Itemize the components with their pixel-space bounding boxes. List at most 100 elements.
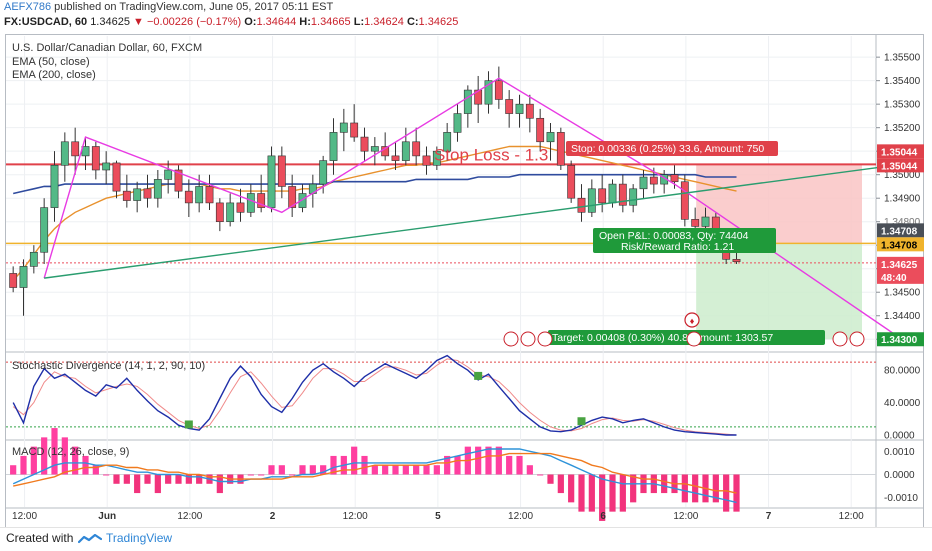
macd-histogram-bar — [144, 474, 151, 484]
target-box-bg — [548, 330, 825, 345]
stop-box-bg — [566, 141, 778, 156]
canada-flag-glyph: ♦ — [690, 316, 695, 326]
macd-histogram-bar — [113, 474, 120, 484]
macd-histogram-bar — [134, 474, 141, 494]
price-tick-label: 1.34400 — [884, 311, 921, 322]
candle-body — [618, 183, 627, 206]
entry-price-tag: 1.34708 — [881, 240, 918, 251]
macd-histogram-bar — [444, 455, 451, 475]
economic-event-flag-icon — [520, 331, 536, 347]
stop-price-tag-bg — [877, 158, 924, 173]
macd-histogram-bar — [289, 474, 296, 476]
macd-histogram-bar — [10, 465, 17, 475]
macd-signal-line — [13, 452, 737, 494]
candle-body — [567, 164, 576, 199]
rr-box-text: Risk/Reward Ratio: 1.21 — [621, 241, 734, 253]
macd-histogram-bar — [578, 474, 585, 512]
main-title: U.S. Dollar/Canadian Dollar, 60, FXCM — [12, 42, 202, 54]
economic-event-flag-icon — [849, 331, 865, 347]
macd-histogram-bar — [392, 465, 399, 475]
time-tick-label: 12:00 — [12, 511, 37, 522]
stoch-tick-label: 80.0000 — [884, 366, 921, 377]
macd-histogram-bar — [92, 465, 99, 475]
candle-body — [257, 193, 266, 208]
macd-histogram-bar — [320, 465, 327, 475]
candle-body — [174, 169, 183, 192]
candle-body — [546, 132, 555, 143]
macd-tick-label: -0.0010 — [884, 493, 918, 504]
candle-body — [629, 188, 638, 206]
macd-histogram-bar — [547, 474, 554, 484]
price-change: −0.00226 (−0.17%) — [146, 16, 242, 28]
macd-histogram-bar — [41, 437, 48, 475]
bar-countdown-tag-bg — [877, 269, 924, 284]
macd-histogram-bar — [485, 446, 492, 475]
candle-body — [133, 188, 142, 201]
candle-body — [732, 259, 741, 262]
macd-histogram-bar — [588, 474, 595, 512]
candle-body — [143, 188, 152, 199]
gridlines — [6, 36, 876, 507]
candle-body — [9, 273, 18, 288]
macd-histogram-bar — [712, 474, 719, 503]
time-tick-label: 12:00 — [343, 511, 368, 522]
candle-body — [401, 141, 410, 161]
stoch-title: Stochastic Divergence (14, 1, 2, 90, 10) — [12, 360, 205, 372]
macd-histogram-bar — [268, 465, 275, 475]
symbol-label: FX:USDCAD, 60 — [4, 16, 88, 28]
entry-grey-tag: 1.34708 — [881, 226, 918, 237]
entry-grey-tag-bg — [877, 223, 924, 238]
candle-body — [60, 141, 69, 166]
macd-histogram-bar — [175, 474, 182, 484]
candle-body — [422, 155, 431, 166]
candle-body — [691, 219, 700, 227]
macd-histogram-bar — [630, 474, 637, 503]
ema-lines — [12, 145, 737, 281]
open-value: 1.34644 — [256, 16, 297, 28]
publish-line: AEFX786 published on TradingView.com, Ju… — [4, 1, 333, 13]
time-tick-label: 5 — [435, 511, 441, 522]
created-with-label: Created with — [6, 531, 74, 545]
price-tick-label: 1.35200 — [884, 123, 921, 134]
low-value: 1.34624 — [364, 16, 404, 28]
macd-line — [12, 448, 737, 504]
macd-histogram-bar — [185, 474, 192, 484]
macd-histogram-bar — [475, 446, 482, 475]
high-label: H: — [299, 16, 311, 28]
macd-histogram-bar — [506, 455, 513, 475]
macd-histogram-bar — [599, 474, 606, 521]
candle-body — [122, 190, 131, 201]
candle-body — [680, 181, 689, 220]
macd-histogram-bar — [123, 474, 130, 484]
macd-histogram-bar — [247, 474, 254, 476]
macd-histogram-bar — [681, 474, 688, 503]
macd-histogram-bar — [361, 455, 368, 475]
candle-body — [474, 89, 483, 105]
tradingview-link[interactable]: TradingView — [106, 531, 173, 545]
divergence-marker-icon — [474, 371, 483, 380]
macd-histogram-bar — [154, 474, 161, 494]
macd-histogram-bar — [351, 446, 358, 475]
candle-body — [391, 155, 400, 161]
candle-body — [587, 188, 596, 213]
price-tick-label: 1.34500 — [884, 288, 921, 299]
candle-body — [195, 186, 204, 204]
candle-body — [701, 216, 710, 227]
macd-histogram-bar — [51, 428, 58, 475]
macd-histogram-bar — [423, 465, 430, 475]
candle-body — [164, 169, 173, 180]
candle-body — [29, 251, 38, 267]
pnl-box-text: Open P&L: 0.00083, Qty: 74404 — [599, 230, 749, 242]
price-tick-label: 1.35300 — [884, 100, 921, 111]
macd-histogram-bar — [103, 474, 110, 476]
stop-loss-text: Stop Loss - 1.3 — [434, 145, 548, 164]
stop-price-tag: 1.35044 — [881, 161, 918, 172]
divergence-marker-icon — [184, 420, 193, 429]
macd-histogram-bar — [433, 465, 440, 475]
economic-event-flag-icon — [537, 331, 553, 347]
price-tick-label: 1.34900 — [884, 194, 921, 205]
last-price-tag: 1.34625 — [881, 260, 918, 271]
candle-body — [639, 176, 648, 190]
author-link[interactable]: AEFX786 — [4, 1, 52, 13]
